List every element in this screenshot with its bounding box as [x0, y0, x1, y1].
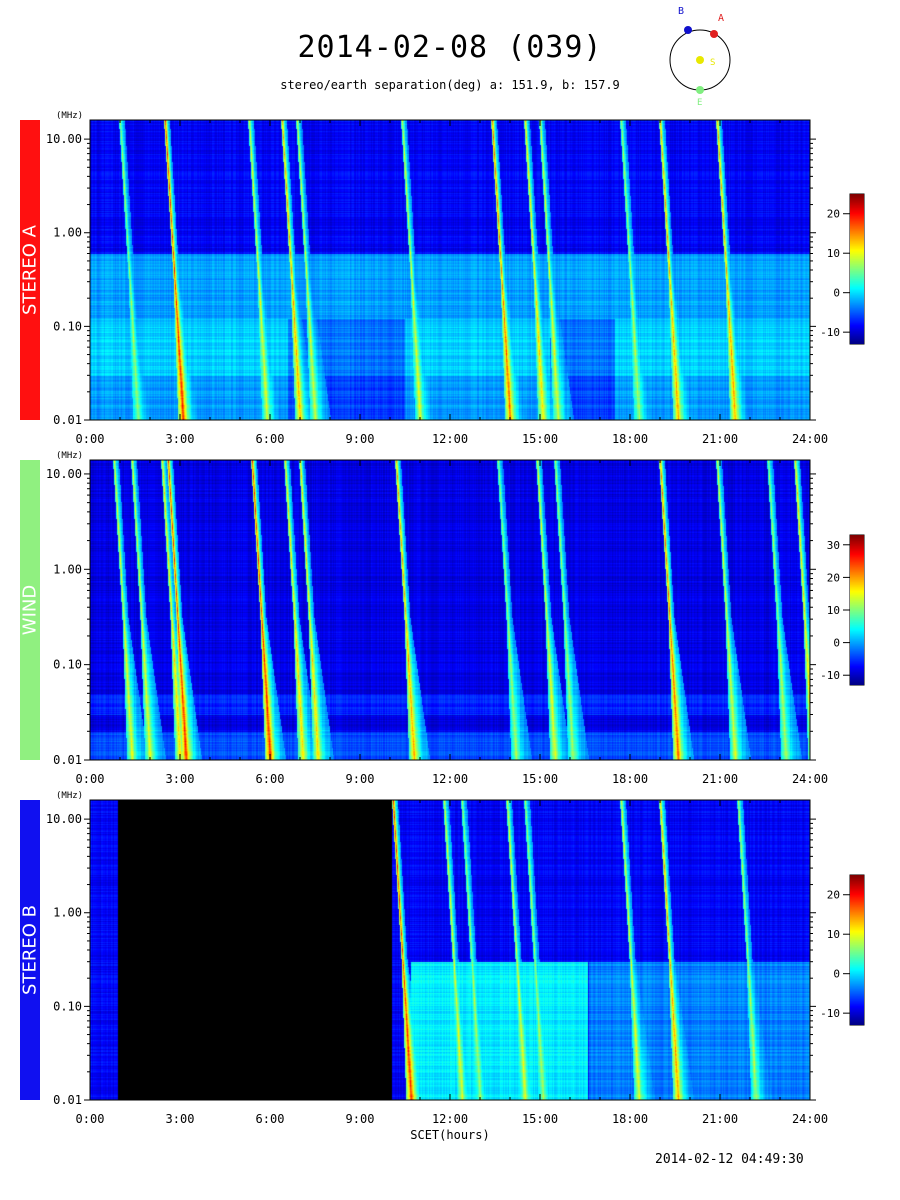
colorbar-tick-label: 10	[827, 928, 840, 941]
x-tick-label: 24:00	[792, 432, 828, 446]
spectrogram-stereo-b	[90, 800, 810, 1100]
colorbar-tick-label: -10	[820, 669, 840, 682]
orbit-diagram: S B A E	[669, 6, 731, 108]
yunit-wind: (MHz)	[56, 451, 83, 461]
separation-subtitle: stereo/earth separation(deg) a: 151.9, b…	[280, 78, 620, 92]
stereo-b-label: B	[678, 6, 684, 17]
x-tick-label: 15:00	[522, 1112, 558, 1126]
instrument-band-stereo-b	[20, 800, 40, 1100]
x-tick-label: 0:00	[76, 1112, 105, 1126]
x-tick-label: 12:00	[432, 772, 468, 786]
y-tick-label: 1.00	[53, 562, 82, 576]
colorbar-tick-label: -10	[820, 326, 840, 339]
instrument-band-wind	[20, 460, 40, 760]
x-tick-label: 6:00	[256, 772, 285, 786]
x-tick-label: 6:00	[256, 1112, 285, 1126]
colorbar-tick-label: 0	[833, 287, 840, 300]
colorbar-tick-label: -10	[820, 1007, 840, 1020]
x-tick-label: 3:00	[166, 772, 195, 786]
y-tick-label: 10.00	[46, 132, 82, 146]
y-tick-label: 10.00	[46, 467, 82, 481]
x-tick-label: 15:00	[522, 772, 558, 786]
x-tick-label: 0:00	[76, 432, 105, 446]
x-tick-label: 21:00	[702, 432, 738, 446]
y-tick-label: 1.00	[53, 906, 82, 920]
x-tick-label: 12:00	[432, 1112, 468, 1126]
x-tick-label: 9:00	[346, 772, 375, 786]
x-tick-label: 15:00	[522, 432, 558, 446]
chart-title: 2014-02-08 (039)	[297, 30, 603, 65]
plot-frame	[89, 799, 811, 1101]
stereo-b-marker	[684, 26, 692, 34]
colorbar-stereo-b	[850, 875, 864, 1025]
colorbar-stereo-a	[850, 194, 864, 344]
stereo-a-label: A	[718, 13, 724, 24]
x-tick-label: 21:00	[702, 772, 738, 786]
x-tick-label: 3:00	[166, 1112, 195, 1126]
y-tick-label: 0.10	[53, 658, 82, 672]
colorbar-tick-label: 10	[827, 247, 840, 260]
y-tick-label: 0.10	[53, 319, 82, 333]
instrument-band-stereo-a	[20, 120, 40, 420]
x-tick-label: 18:00	[612, 772, 648, 786]
colorbar-wind	[850, 535, 864, 685]
colorbar-tick-label: 20	[827, 208, 840, 221]
x-tick-label: 0:00	[76, 772, 105, 786]
colorbar-tick-label: 20	[827, 571, 840, 584]
y-tick-label: 0.01	[53, 753, 82, 767]
y-tick-label: 0.01	[53, 1093, 82, 1107]
x-tick-label: 21:00	[702, 1112, 738, 1126]
yunit-stereo-b: (MHz)	[56, 791, 83, 801]
x-tick-label: 9:00	[346, 432, 375, 446]
yunit-stereo-a: (MHz)	[56, 111, 83, 121]
colorbar-tick-label: 0	[833, 637, 840, 650]
x-tick-label: 24:00	[792, 1112, 828, 1126]
sun-marker	[696, 56, 704, 64]
spectrogram-wind	[90, 460, 810, 760]
y-tick-label: 10.00	[46, 812, 82, 826]
y-tick-label: 0.01	[53, 413, 82, 427]
x-tick-label: 18:00	[612, 1112, 648, 1126]
x-axis-title: SCET(hours)	[410, 1128, 490, 1142]
colorbar-tick-label: 20	[827, 889, 840, 902]
spectrogram-stereo-a	[90, 120, 810, 420]
generation-timestamp: 2014-02-12 04:49:30	[655, 1152, 804, 1167]
x-tick-label: 6:00	[256, 432, 285, 446]
earth-label: E	[697, 98, 702, 108]
colorbar-tick-label: 30	[827, 539, 840, 552]
colorbar-tick-label: 0	[833, 968, 840, 981]
x-tick-label: 9:00	[346, 1112, 375, 1126]
x-tick-label: 24:00	[792, 772, 828, 786]
y-tick-label: 0.10	[53, 999, 82, 1013]
x-tick-label: 3:00	[166, 432, 195, 446]
sun-label: S	[710, 58, 715, 68]
colorbar-tick-label: 10	[827, 604, 840, 617]
y-tick-label: 1.00	[53, 226, 82, 240]
earth-marker	[696, 86, 704, 94]
x-tick-label: 18:00	[612, 432, 648, 446]
stereo-a-marker	[710, 30, 718, 38]
x-tick-label: 12:00	[432, 432, 468, 446]
